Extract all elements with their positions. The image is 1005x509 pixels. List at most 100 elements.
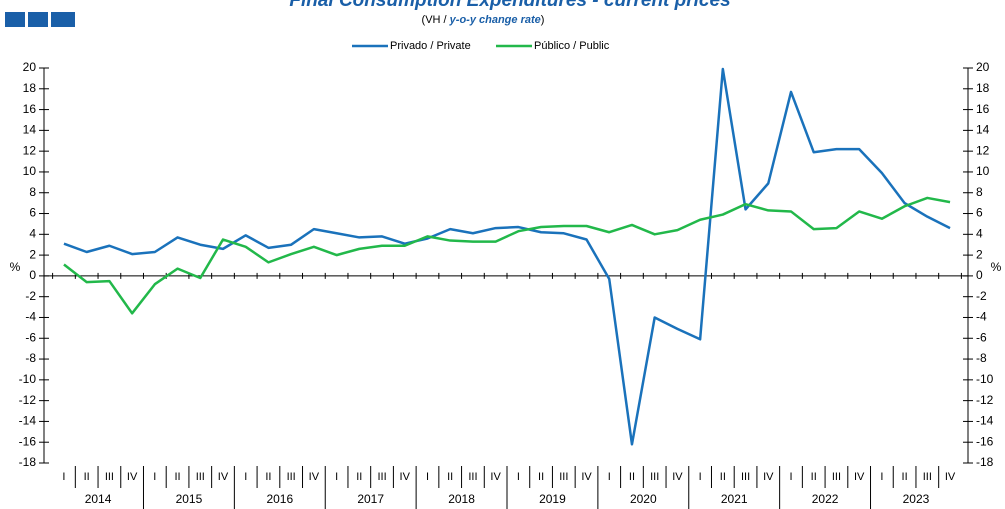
y2-tick-label: 8 <box>976 185 983 199</box>
y-tick-label: -8 <box>25 351 36 365</box>
logo-block <box>5 12 25 27</box>
y2-tick-label: -2 <box>976 289 987 303</box>
x-tick-label: I <box>608 471 611 483</box>
year-label: 2018 <box>448 492 475 506</box>
x-tick-label: II <box>720 471 726 483</box>
x-tick-label: II <box>629 471 635 483</box>
y-tick-label: 16 <box>23 102 37 116</box>
y-tick-label: 2 <box>29 247 36 261</box>
y-tick-label: -12 <box>19 393 37 407</box>
x-tick-label: I <box>699 471 702 483</box>
x-tick-label: I <box>880 471 883 483</box>
x-tick-label: IV <box>218 471 229 483</box>
y-tick-label: -10 <box>19 372 37 386</box>
subtitle-part: ) <box>541 14 545 26</box>
x-tick-label: III <box>377 471 386 483</box>
x-tick-label: I <box>244 471 247 483</box>
x-tick-label: II <box>174 471 180 483</box>
y2-tick-label: 0 <box>976 268 983 282</box>
x-tick-label: III <box>832 471 841 483</box>
logo-block <box>51 12 75 27</box>
y2-tick-label: 10 <box>976 164 990 178</box>
logo-block <box>28 12 48 27</box>
y-tick-label: -14 <box>19 414 37 428</box>
x-tick-label: I <box>517 471 520 483</box>
x-tick-label: IV <box>490 471 501 483</box>
x-tick-label: IV <box>854 471 865 483</box>
x-tick-label: I <box>789 471 792 483</box>
x-tick-label: II <box>356 471 362 483</box>
x-tick-label: I <box>426 471 429 483</box>
x-tick-label: IV <box>127 471 138 483</box>
x-tick-label: IV <box>309 471 320 483</box>
y-tick-label: -18 <box>19 455 37 469</box>
y2-tick-label: 20 <box>976 60 990 74</box>
y2-tick-label: -8 <box>976 351 987 365</box>
x-tick-label: III <box>923 471 932 483</box>
y-tick-label: 18 <box>23 81 37 95</box>
year-label: 2019 <box>539 492 566 506</box>
chart-subtitle: (VH / y-o-y change rate) <box>422 14 545 26</box>
y2-tick-label: -14 <box>976 414 994 428</box>
year-label: 2017 <box>357 492 384 506</box>
year-label: 2015 <box>176 492 203 506</box>
x-tick-label: IV <box>763 471 774 483</box>
year-label: 2014 <box>85 492 112 506</box>
y-tick-label: 8 <box>29 185 36 199</box>
y-tick-label: 14 <box>23 123 37 137</box>
series-line <box>63 196 951 315</box>
y2-tick-label: 4 <box>976 226 983 240</box>
y-tick-label: 4 <box>29 226 36 240</box>
y2-tick-label: -16 <box>976 434 994 448</box>
x-tick-label: III <box>650 471 659 483</box>
year-label: 2016 <box>266 492 293 506</box>
y-tick-label: 0 <box>29 268 36 282</box>
y2-tick-label: 12 <box>976 143 990 157</box>
series-line <box>63 67 951 446</box>
y2-tick-label: 14 <box>976 123 990 137</box>
x-tick-label: III <box>559 471 568 483</box>
x-tick-label: III <box>196 471 205 483</box>
y-tick-label: 10 <box>23 164 37 178</box>
y2-tick-label: -12 <box>976 393 994 407</box>
x-tick-label: II <box>447 471 453 483</box>
y2-tick-label: -18 <box>976 455 994 469</box>
x-tick-label: IV <box>400 471 411 483</box>
subtitle-part: (VH / <box>422 14 450 26</box>
chart-title: Final Consumption Expenditures - current… <box>289 0 730 11</box>
x-tick-label: II <box>811 471 817 483</box>
y-axis-label: % <box>10 260 21 274</box>
y-tick-label: 20 <box>23 60 37 74</box>
x-tick-label: III <box>468 471 477 483</box>
year-label: 2023 <box>903 492 930 506</box>
x-tick-label: III <box>287 471 296 483</box>
x-tick-label: I <box>62 471 65 483</box>
x-tick-label: IV <box>581 471 592 483</box>
x-tick-label: II <box>84 471 90 483</box>
year-label: 2021 <box>721 492 748 506</box>
y-tick-label: -16 <box>19 434 37 448</box>
legend-label: Público / Public <box>534 40 610 52</box>
x-tick-label: IV <box>672 471 683 483</box>
y-tick-label: -2 <box>25 289 36 303</box>
x-tick-label: III <box>741 471 750 483</box>
year-label: 2020 <box>630 492 657 506</box>
y2-tick-label: -10 <box>976 372 994 386</box>
y2-tick-label: 2 <box>976 247 983 261</box>
y-tick-label: -6 <box>25 330 36 344</box>
x-tick-label: III <box>105 471 114 483</box>
y2-tick-label: 18 <box>976 81 990 95</box>
y2-tick-label: 16 <box>976 102 990 116</box>
x-tick-label: II <box>902 471 908 483</box>
x-tick-label: I <box>335 471 338 483</box>
y2-axis-label: % <box>991 260 1002 274</box>
y2-tick-label: 6 <box>976 206 983 220</box>
y2-tick-label: -4 <box>976 310 987 324</box>
x-tick-label: I <box>153 471 156 483</box>
x-tick-label: II <box>265 471 271 483</box>
y-tick-label: 12 <box>23 143 37 157</box>
legend-label: Privado / Private <box>390 40 471 52</box>
x-tick-label: IV <box>945 471 956 483</box>
x-tick-label: II <box>538 471 544 483</box>
